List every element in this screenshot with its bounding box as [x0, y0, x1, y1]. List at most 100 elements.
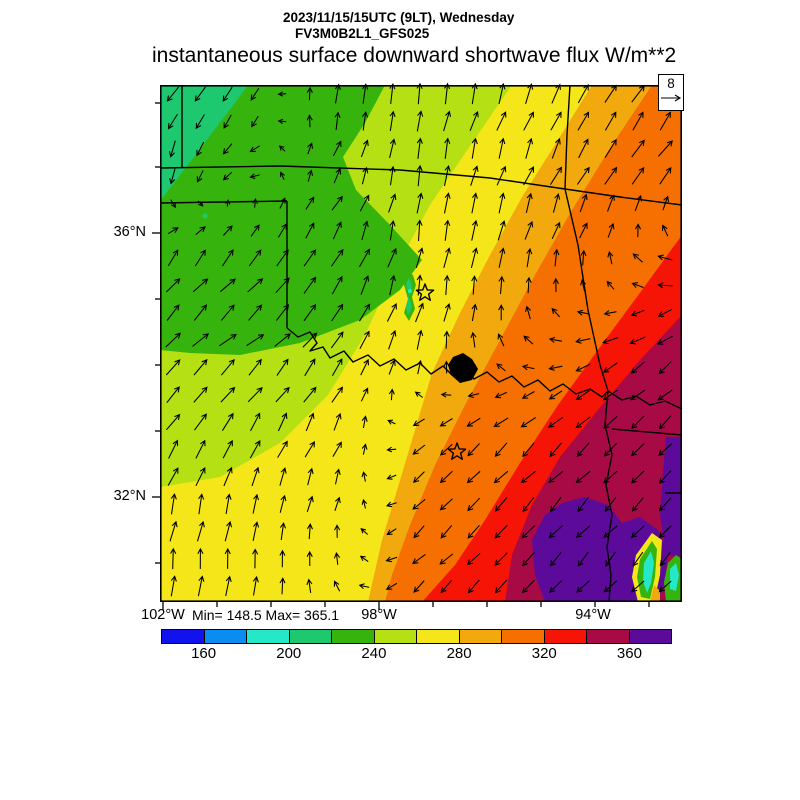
wind-arrow-icon [165, 332, 181, 348]
wind-arrow-icon [331, 195, 343, 211]
wind-arrow-icon [360, 527, 369, 535]
wind-arrow-icon [306, 495, 314, 512]
wind-arrow-icon [194, 86, 206, 102]
wind-arrow-icon [523, 166, 535, 186]
wind-arrow-icon [388, 359, 396, 375]
wind-arrow-icon [657, 389, 673, 401]
wind-arrow-icon [575, 525, 591, 539]
wind-arrow-icon [246, 334, 265, 347]
wind-arrow-icon [412, 498, 426, 510]
wind-arrow-icon [658, 140, 673, 157]
wind-arrow-icon [167, 467, 179, 486]
colorbar-cell [416, 629, 460, 644]
wind-arrow-icon [602, 337, 619, 345]
wind-arrow-icon [220, 386, 236, 403]
wind-arrow-icon [387, 247, 397, 268]
wind-arrow-icon [197, 200, 204, 207]
wind-arrow-icon [656, 335, 673, 345]
wind-arrow-icon [551, 221, 561, 240]
wind-arrow-icon [389, 219, 396, 241]
lon-tick-label: 102°W [141, 607, 185, 623]
wind-arrow-icon [247, 278, 264, 293]
main-title: instantaneous surface downward shortwave… [152, 44, 600, 67]
wind-arrow-icon [386, 528, 397, 536]
wind-arrow-icon [443, 330, 450, 349]
wind-arrow-icon [166, 304, 180, 321]
wind-arrow-icon [603, 580, 618, 593]
wind-arrow-icon [471, 82, 478, 105]
wind-arrow-icon [252, 521, 260, 542]
state-border-line [564, 188, 683, 206]
wind-arrow-icon [659, 111, 671, 131]
wind-arrow-icon [634, 223, 642, 238]
wind-arrow-icon [170, 547, 177, 570]
wind-arrow-icon [222, 171, 233, 181]
wind-arrow-icon [388, 193, 397, 213]
colorbar-cell [501, 629, 545, 644]
wind-arrow-icon [276, 249, 289, 267]
wind-arrow-icon [662, 195, 670, 211]
wind-arrow-icon [167, 227, 179, 235]
contour-band [406, 277, 412, 315]
wind-arrow-icon [577, 496, 589, 513]
wind-arrow-icon [604, 496, 617, 513]
wind-arrow-icon [334, 83, 341, 104]
wind-arrow-icon [549, 166, 562, 185]
wind-arrow-icon [277, 223, 287, 238]
wind-arrow-icon [247, 386, 263, 403]
wind-arrow-icon [192, 278, 209, 293]
reference-vector-arrow-icon [661, 94, 682, 102]
wind-arrow-icon [498, 275, 505, 295]
wind-arrow-icon [331, 303, 344, 322]
colorbar-cell [628, 629, 672, 644]
wind-arrow-icon [360, 387, 369, 402]
wind-arrow-icon [333, 167, 342, 184]
wind-arrow-icon [493, 470, 509, 484]
wind-arrow-icon [521, 391, 535, 399]
wind-arrow-icon [358, 583, 370, 589]
wind-arrow-icon [277, 412, 288, 432]
wind-arrow-icon [196, 170, 204, 183]
wind-arrow-icon [659, 166, 672, 185]
wind-arrow-icon [629, 389, 646, 401]
wind-arrow-icon [167, 249, 179, 267]
wind-arrow-icon [389, 82, 396, 104]
wind-arrow-icon [657, 254, 673, 261]
wind-arrow-icon [279, 577, 286, 595]
wind-arrow-icon [388, 329, 397, 350]
colorbar-tick-label: 200 [276, 645, 302, 662]
wind-arrow-icon [359, 555, 369, 563]
wind-arrow-icon [416, 329, 424, 350]
lat-tick-label: 32°N [113, 488, 146, 504]
wind-arrow-icon [225, 575, 232, 597]
wind-arrow-icon [606, 280, 615, 290]
wind-arrow-icon [525, 192, 533, 214]
colorbar-tick-label: 320 [531, 645, 557, 662]
wind-arrow-icon [252, 197, 258, 208]
wind-arrow-icon [630, 309, 645, 317]
wind-arrow-icon [276, 358, 289, 376]
wind-arrow-icon [494, 552, 508, 566]
colorbar-cell [543, 629, 587, 644]
wind-arrow-icon [169, 168, 176, 185]
wind-arrow-icon [631, 497, 644, 512]
wind-arrow-icon [279, 171, 285, 180]
wind-arrow-icon [658, 361, 672, 375]
wind-arrow-icon [361, 220, 369, 241]
wind-arrow-icon [198, 493, 205, 515]
wind-arrow-icon [359, 194, 370, 212]
wind-arrow-icon [170, 493, 177, 515]
wind-arrow-icon [331, 275, 343, 295]
wind-arrow-icon [443, 303, 451, 322]
wind-arrow-icon [416, 137, 423, 159]
colorbar-cell [203, 629, 247, 644]
wind-arrow-icon [577, 111, 590, 131]
wind-arrow-icon [471, 219, 479, 241]
wind-arrow-icon [361, 443, 368, 455]
wind-arrow-icon [195, 114, 205, 130]
wind-arrow-icon [443, 247, 451, 269]
wind-arrow-icon [277, 91, 287, 97]
map-frame [160, 85, 683, 603]
wind-arrow-icon [303, 276, 317, 294]
wind-arrow-icon [387, 419, 396, 425]
